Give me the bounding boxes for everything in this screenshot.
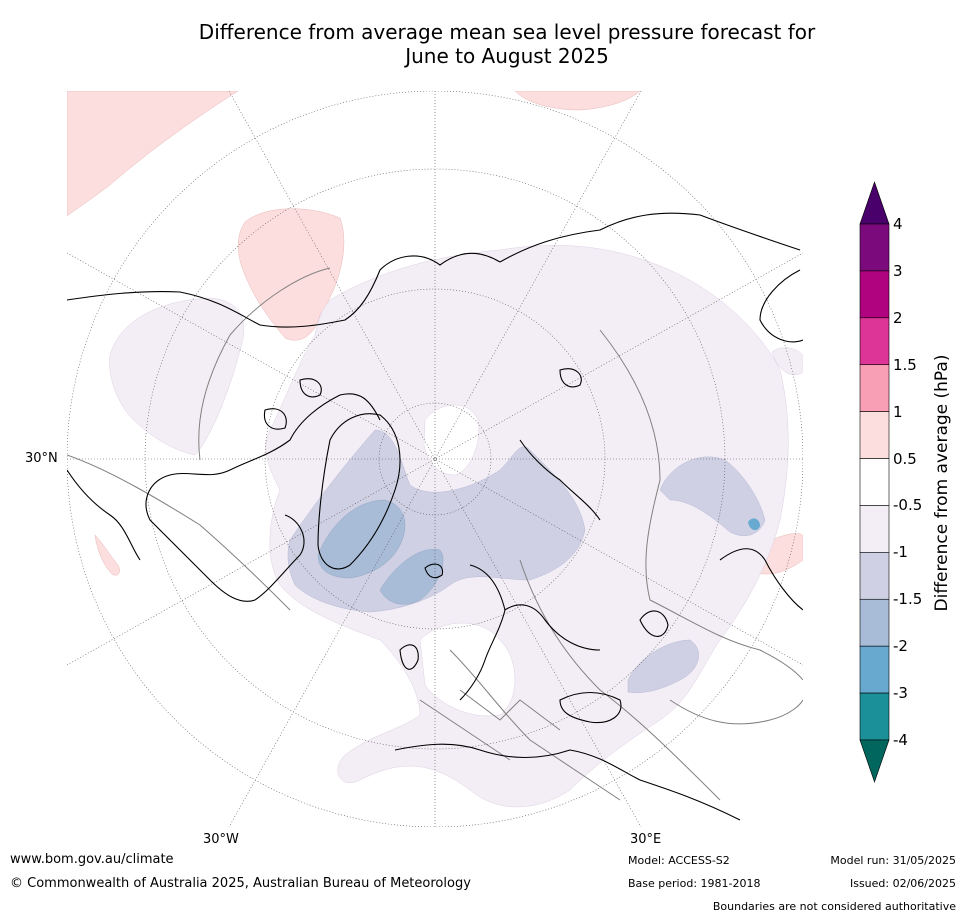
graticule-meridian-a	[228, 91, 642, 827]
anomaly-positive-top	[514, 91, 641, 111]
footer-issued: Issued: 02/06/2025	[849, 877, 956, 890]
border-china-mongolia	[649, 599, 803, 681]
colorbar-segment	[859, 458, 890, 506]
graticule-meridian-d	[67, 252, 803, 666]
border-central-asia	[669, 699, 803, 725]
title-line-1: Difference from average mean sea level p…	[198, 20, 816, 44]
coast-mediterranean	[394, 743, 641, 781]
coast-arctic-island-1	[299, 378, 322, 398]
colorbar-tick-label: -4	[893, 731, 908, 749]
graticule	[67, 91, 803, 827]
colorbar-tick-label: 1.5	[893, 355, 917, 374]
colorbar-tick-label: -3	[893, 684, 908, 703]
border-russia-west	[519, 559, 721, 801]
border-europe-mid	[459, 689, 561, 731]
neutral-pole-area	[423, 404, 480, 476]
coast-alaska-north	[67, 252, 501, 328]
coast-baltic	[504, 604, 601, 651]
coast-east-asia	[719, 548, 803, 611]
colorbar-tick-label: 3	[893, 261, 903, 280]
colorbar-segment	[859, 645, 890, 694]
coast-siberia-north	[499, 212, 801, 263]
colorbar-segment	[859, 270, 890, 319]
country-borders	[67, 267, 803, 801]
border-canada-alaska	[198, 267, 331, 461]
border-us-canada	[67, 454, 291, 611]
coast-middle-east	[639, 779, 741, 821]
colorbar-tick-label: -2	[893, 637, 908, 656]
colorbar-tick-label: 0.5	[893, 449, 917, 468]
colorbar-segment	[859, 598, 890, 647]
coast-britain	[399, 644, 419, 670]
colorbar-extend-max	[859, 181, 890, 225]
neutral-europe-area	[419, 622, 516, 717]
colorbar-segment	[859, 223, 890, 272]
anomaly-negative-light-east	[771, 347, 803, 376]
colorbar-tick-label: -1.5	[893, 590, 923, 609]
footer-model: Model: ACCESS-S2	[628, 854, 730, 867]
colorbar-tick-label: 1	[893, 402, 903, 421]
title-line-2: June to August 2025	[405, 44, 609, 68]
colorbar-tick-label: 4	[893, 215, 903, 233]
coast-canada-hudson	[145, 393, 381, 602]
colorbar	[859, 181, 890, 783]
footer-url[interactable]: www.bom.gov.au/climate	[10, 852, 174, 867]
footer-copyright: © Commonwealth of Australia 2025, Austra…	[10, 876, 471, 891]
footer-base-period: Base period: 1981-2018	[628, 877, 761, 890]
coast-black-sea	[559, 692, 622, 724]
coast-novaya-zemlya	[519, 439, 601, 521]
lon-label-30w: 30°W	[203, 832, 239, 847]
anomaly-positive-pacific-islands	[94, 534, 120, 576]
border-europe-central	[419, 699, 511, 761]
border-russia-inner	[599, 329, 661, 601]
colorbar-segment	[859, 364, 890, 412]
colorbar-tick-label: 2	[893, 308, 903, 327]
coast-caspian	[639, 610, 669, 637]
colorbar-tick-label: -1	[893, 543, 908, 562]
coast-scandinavia	[459, 564, 506, 701]
colorbar-segment	[859, 692, 890, 741]
colorbar-segment	[859, 552, 890, 600]
footer-model-run: Model run: 31/05/2025	[830, 854, 956, 867]
anomaly-positive-pacific	[67, 91, 239, 217]
colorbar-tick-label: -0.5	[893, 496, 923, 515]
border-europe-east	[449, 649, 621, 801]
chart-title: Difference from average mean sea level p…	[0, 20, 965, 68]
coast-kamchatka	[759, 269, 803, 343]
coast-iceland	[424, 563, 444, 579]
coast-labrador	[254, 514, 305, 601]
anomaly-negative-medium-siberia	[659, 456, 766, 536]
coast-us-west	[67, 469, 141, 561]
lon-label-30e: 30°E	[630, 832, 662, 847]
coast-arctic-island-2	[263, 408, 287, 430]
colorbar-label: Difference from average (hPa)	[932, 354, 952, 612]
coast-greenland	[317, 413, 401, 570]
coast-arctic-island-3	[559, 368, 582, 388]
anomaly-negative-strong-iceland	[379, 548, 444, 605]
colorbar-extend-min	[859, 739, 890, 783]
graticule-meridian-c	[67, 252, 803, 666]
anomaly-negative-deep-spot	[748, 518, 760, 531]
anomaly-negative-medium-central-asia	[627, 639, 699, 693]
lat-label-30n: 30°N	[25, 451, 58, 466]
colorbar-segment	[859, 505, 890, 553]
colorbar-segment	[859, 411, 890, 459]
colorbar-segment	[859, 317, 890, 366]
map-area	[67, 91, 803, 827]
graticule-meridian-b	[228, 91, 642, 827]
anomaly-negative-light-pacific	[109, 297, 244, 456]
coastlines	[67, 212, 803, 821]
footer-disclaimer: Boundaries are not considered authoritat…	[712, 900, 956, 913]
